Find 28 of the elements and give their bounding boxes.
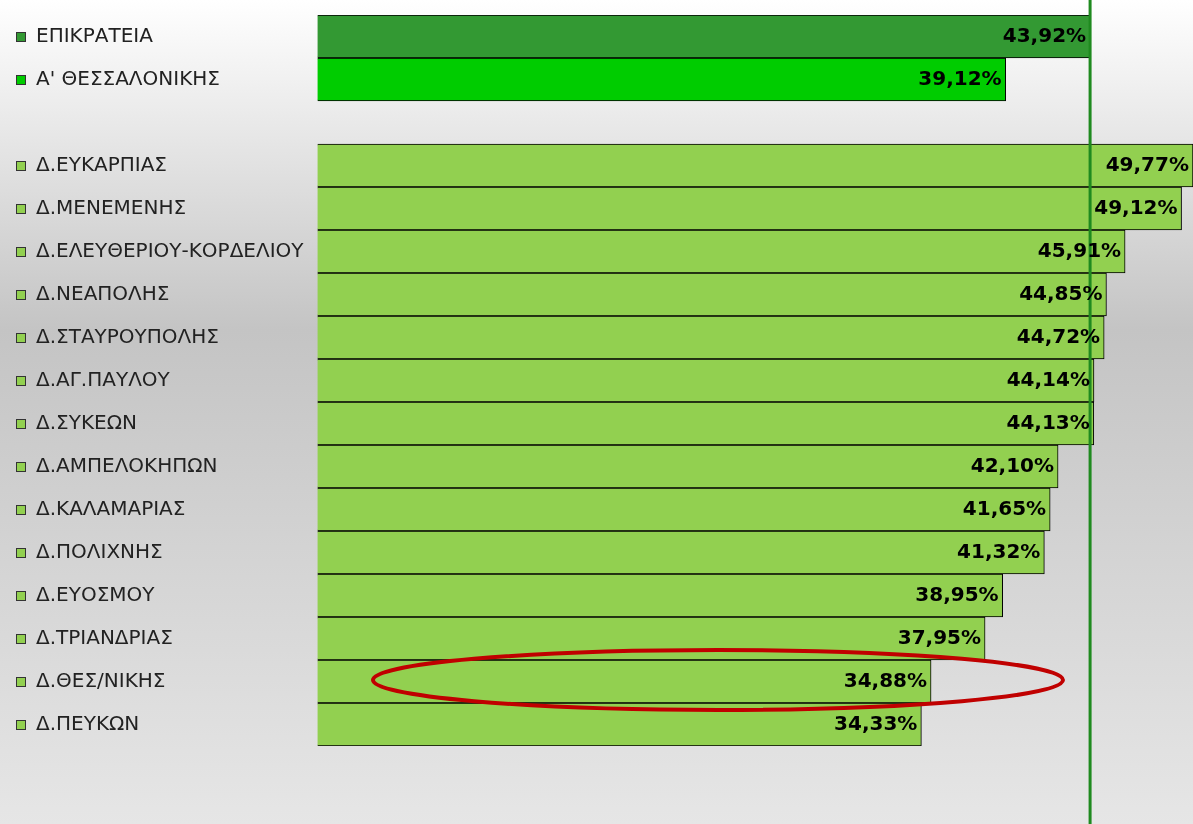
y-tick-label: Δ.ΤΡΙΑΝΔΡΙΑΣ [36,624,173,649]
data-label: 44,13% [1006,409,1090,434]
y-tick-label: Δ.ΜΕΝΕΜΕΝΗΣ [36,194,187,219]
data-label: 49,12% [1094,194,1178,219]
y-tick-label: ΕΠΙΚΡΑΤΕΙΑ [36,22,154,47]
y-tick-label: Δ.ΕΛΕΥΘΕΡΙΟΥ-ΚΟΡΔΕΛΙΟΥ [36,237,305,262]
y-tick-label: Δ.ΠΟΛΙΧΝΗΣ [36,538,163,563]
data-label: 43,92% [1002,22,1087,47]
y-tick-label: Δ.ΑΜΠΕΛΟΚΗΠΩΝ [36,452,218,477]
data-label: 34,88% [843,667,928,692]
y-tick-label: Δ.ΚΑΛΑΜΑΡΙΑΣ [36,495,186,520]
data-label: 41,65% [962,495,1047,520]
data-label: 41,32% [957,538,1041,563]
data-label: 42,10% [970,452,1055,477]
y-tick-label: Δ.ΠΕΥΚΩΝ [36,710,140,735]
y-tick-label: Δ.ΑΓ.ΠΑΥΛΟΥ [36,366,171,391]
data-label: 34,33% [834,710,918,735]
data-label: 37,95% [897,624,982,649]
y-tick-label: Δ.ΕΥΚΑΡΠΙΑΣ [36,151,168,176]
y-tick-label: Δ.ΕΥΟΣΜΟΥ [36,581,156,606]
data-label: 38,95% [915,581,999,606]
y-tick-label: Α' ΘΕΣΣΑΛΟΝΙΚΗΣ [36,65,220,90]
data-label: 39,12% [918,65,1002,90]
y-tick-label: Δ.ΣΤΑΥΡΟΥΠΟΛΗΣ [36,323,219,348]
y-tick-label: Δ.ΘΕΣ/ΝΙΚΗΣ [36,667,166,692]
data-label: 49,77% [1105,151,1189,176]
y-tick-label: Δ.ΝΕΑΠΟΛΗΣ [36,280,170,305]
y-tick-label: Δ.ΣΥΚΕΩΝ [36,409,137,434]
